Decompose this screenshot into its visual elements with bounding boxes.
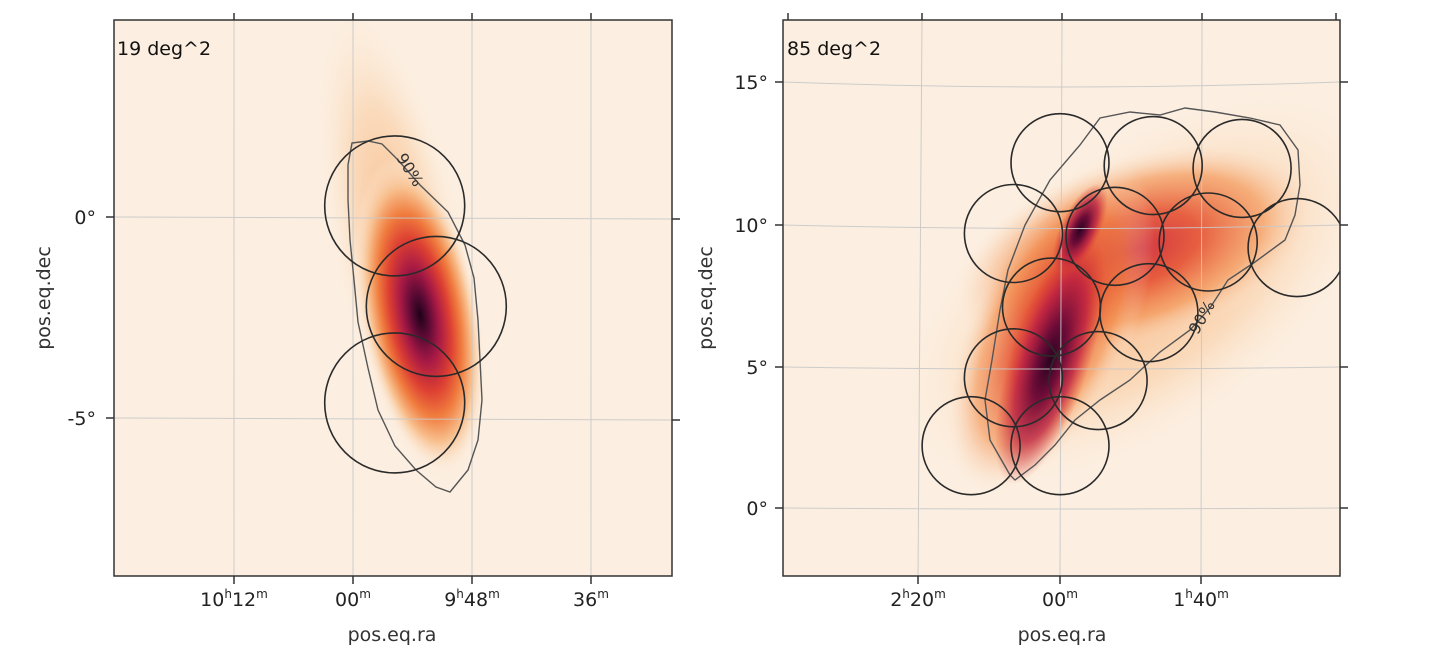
right-ticks: [775, 13, 1348, 584]
left-x-tick-label: 9h48m: [444, 587, 500, 611]
tile-circle: [1010, 112, 1110, 213]
right-grid: [783, 20, 1340, 576]
left-ticks: [106, 13, 680, 584]
left-y-axis-label: pos.eq.dec: [33, 246, 55, 350]
tile-circle: [1192, 118, 1292, 219]
right-y-tick-label: 10°: [734, 215, 768, 237]
tile-circle: [1247, 197, 1340, 298]
tile-circle: [1065, 186, 1165, 287]
tile-circle: [1010, 395, 1110, 496]
right-y-tick-label: 5°: [746, 357, 768, 379]
tile-circle: [1048, 330, 1148, 431]
left-x-tick-label: 36m: [573, 587, 609, 611]
tile-circle: [1158, 192, 1258, 292]
tile-circle: [365, 235, 508, 378]
tile-circle: [1099, 262, 1199, 363]
right-x-tick-label: 2h20m: [890, 587, 946, 611]
right-panel: 90% 85 deg^2 2h20m 00m 1h40m 15° 10° 5° …: [695, 13, 1348, 646]
left-y-tick-label: -5°: [68, 408, 96, 430]
right-y-axis-label: pos.eq.dec: [695, 246, 717, 350]
right-area-label: 85 deg^2: [787, 38, 881, 60]
right-contour-90: [984, 107, 1301, 481]
left-area-label: 19 deg^2: [117, 38, 211, 60]
tile-circle: [963, 327, 1064, 428]
left-x-tick-label: 10h12m: [200, 587, 268, 611]
left-x-tick-label: 00m: [335, 587, 371, 611]
right-x-tick-label: 00m: [1042, 587, 1078, 611]
right-x-tick-label: 1h40m: [1173, 587, 1229, 611]
left-x-axis-label: pos.eq.ra: [348, 624, 437, 646]
left-plot-frame: [113, 19, 673, 577]
right-y-tick-label: 0°: [746, 498, 768, 520]
right-tile-circles: [921, 112, 1340, 496]
right-y-tick-label: 15°: [734, 72, 768, 94]
left-grid: [114, 20, 672, 576]
tile-circle: [963, 183, 1064, 284]
left-y-tick-label: 0°: [74, 207, 96, 229]
left-panel: 90% 19 deg^2 10h12m 00m 9h48m 36m 0° -5°…: [33, 13, 680, 646]
tile-circle: [323, 135, 466, 277]
left-tile-circles: [323, 135, 508, 474]
right-x-axis-label: pos.eq.ra: [1018, 624, 1107, 646]
tile-circle: [921, 395, 1021, 496]
left-probability-map: [312, 20, 488, 505]
tile-circle: [1103, 115, 1203, 216]
left-contour-90: [347, 140, 483, 493]
tile-circle: [323, 332, 466, 474]
